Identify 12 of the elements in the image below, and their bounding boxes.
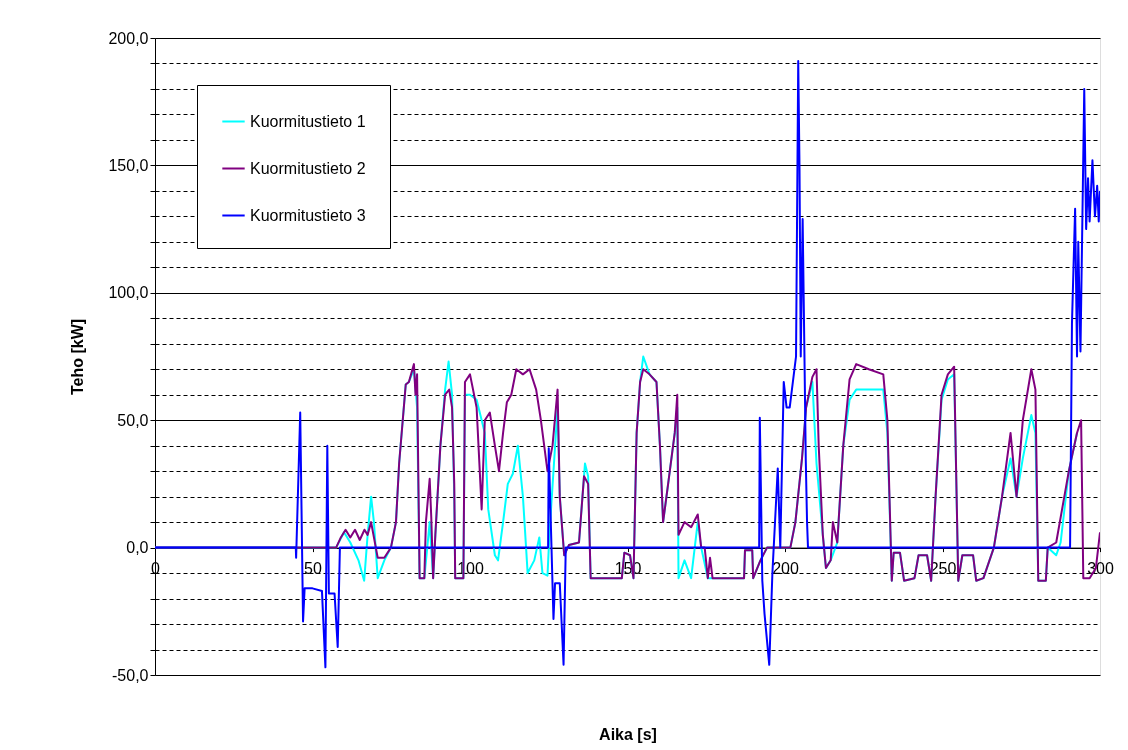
y-tick-label: 150,0 (108, 156, 149, 174)
y-axis-title: Teho [kW] (69, 318, 87, 396)
y-tick-label: 0,0 (126, 539, 149, 557)
legend-label: Kuormitustieto 3 (250, 206, 366, 224)
y-tick-label: 100,0 (108, 284, 149, 302)
x-axis-title: Aika [s] (599, 725, 657, 743)
y-tick-label: 200,0 (108, 29, 149, 47)
y-tick-label: 50,0 (117, 411, 149, 429)
legend-label: Kuormitustieto 1 (250, 112, 366, 130)
x-tick-label: 50 (304, 560, 322, 578)
y-tick-label: -50,0 (112, 666, 149, 684)
legend-label: Kuormitustieto 2 (250, 159, 366, 177)
